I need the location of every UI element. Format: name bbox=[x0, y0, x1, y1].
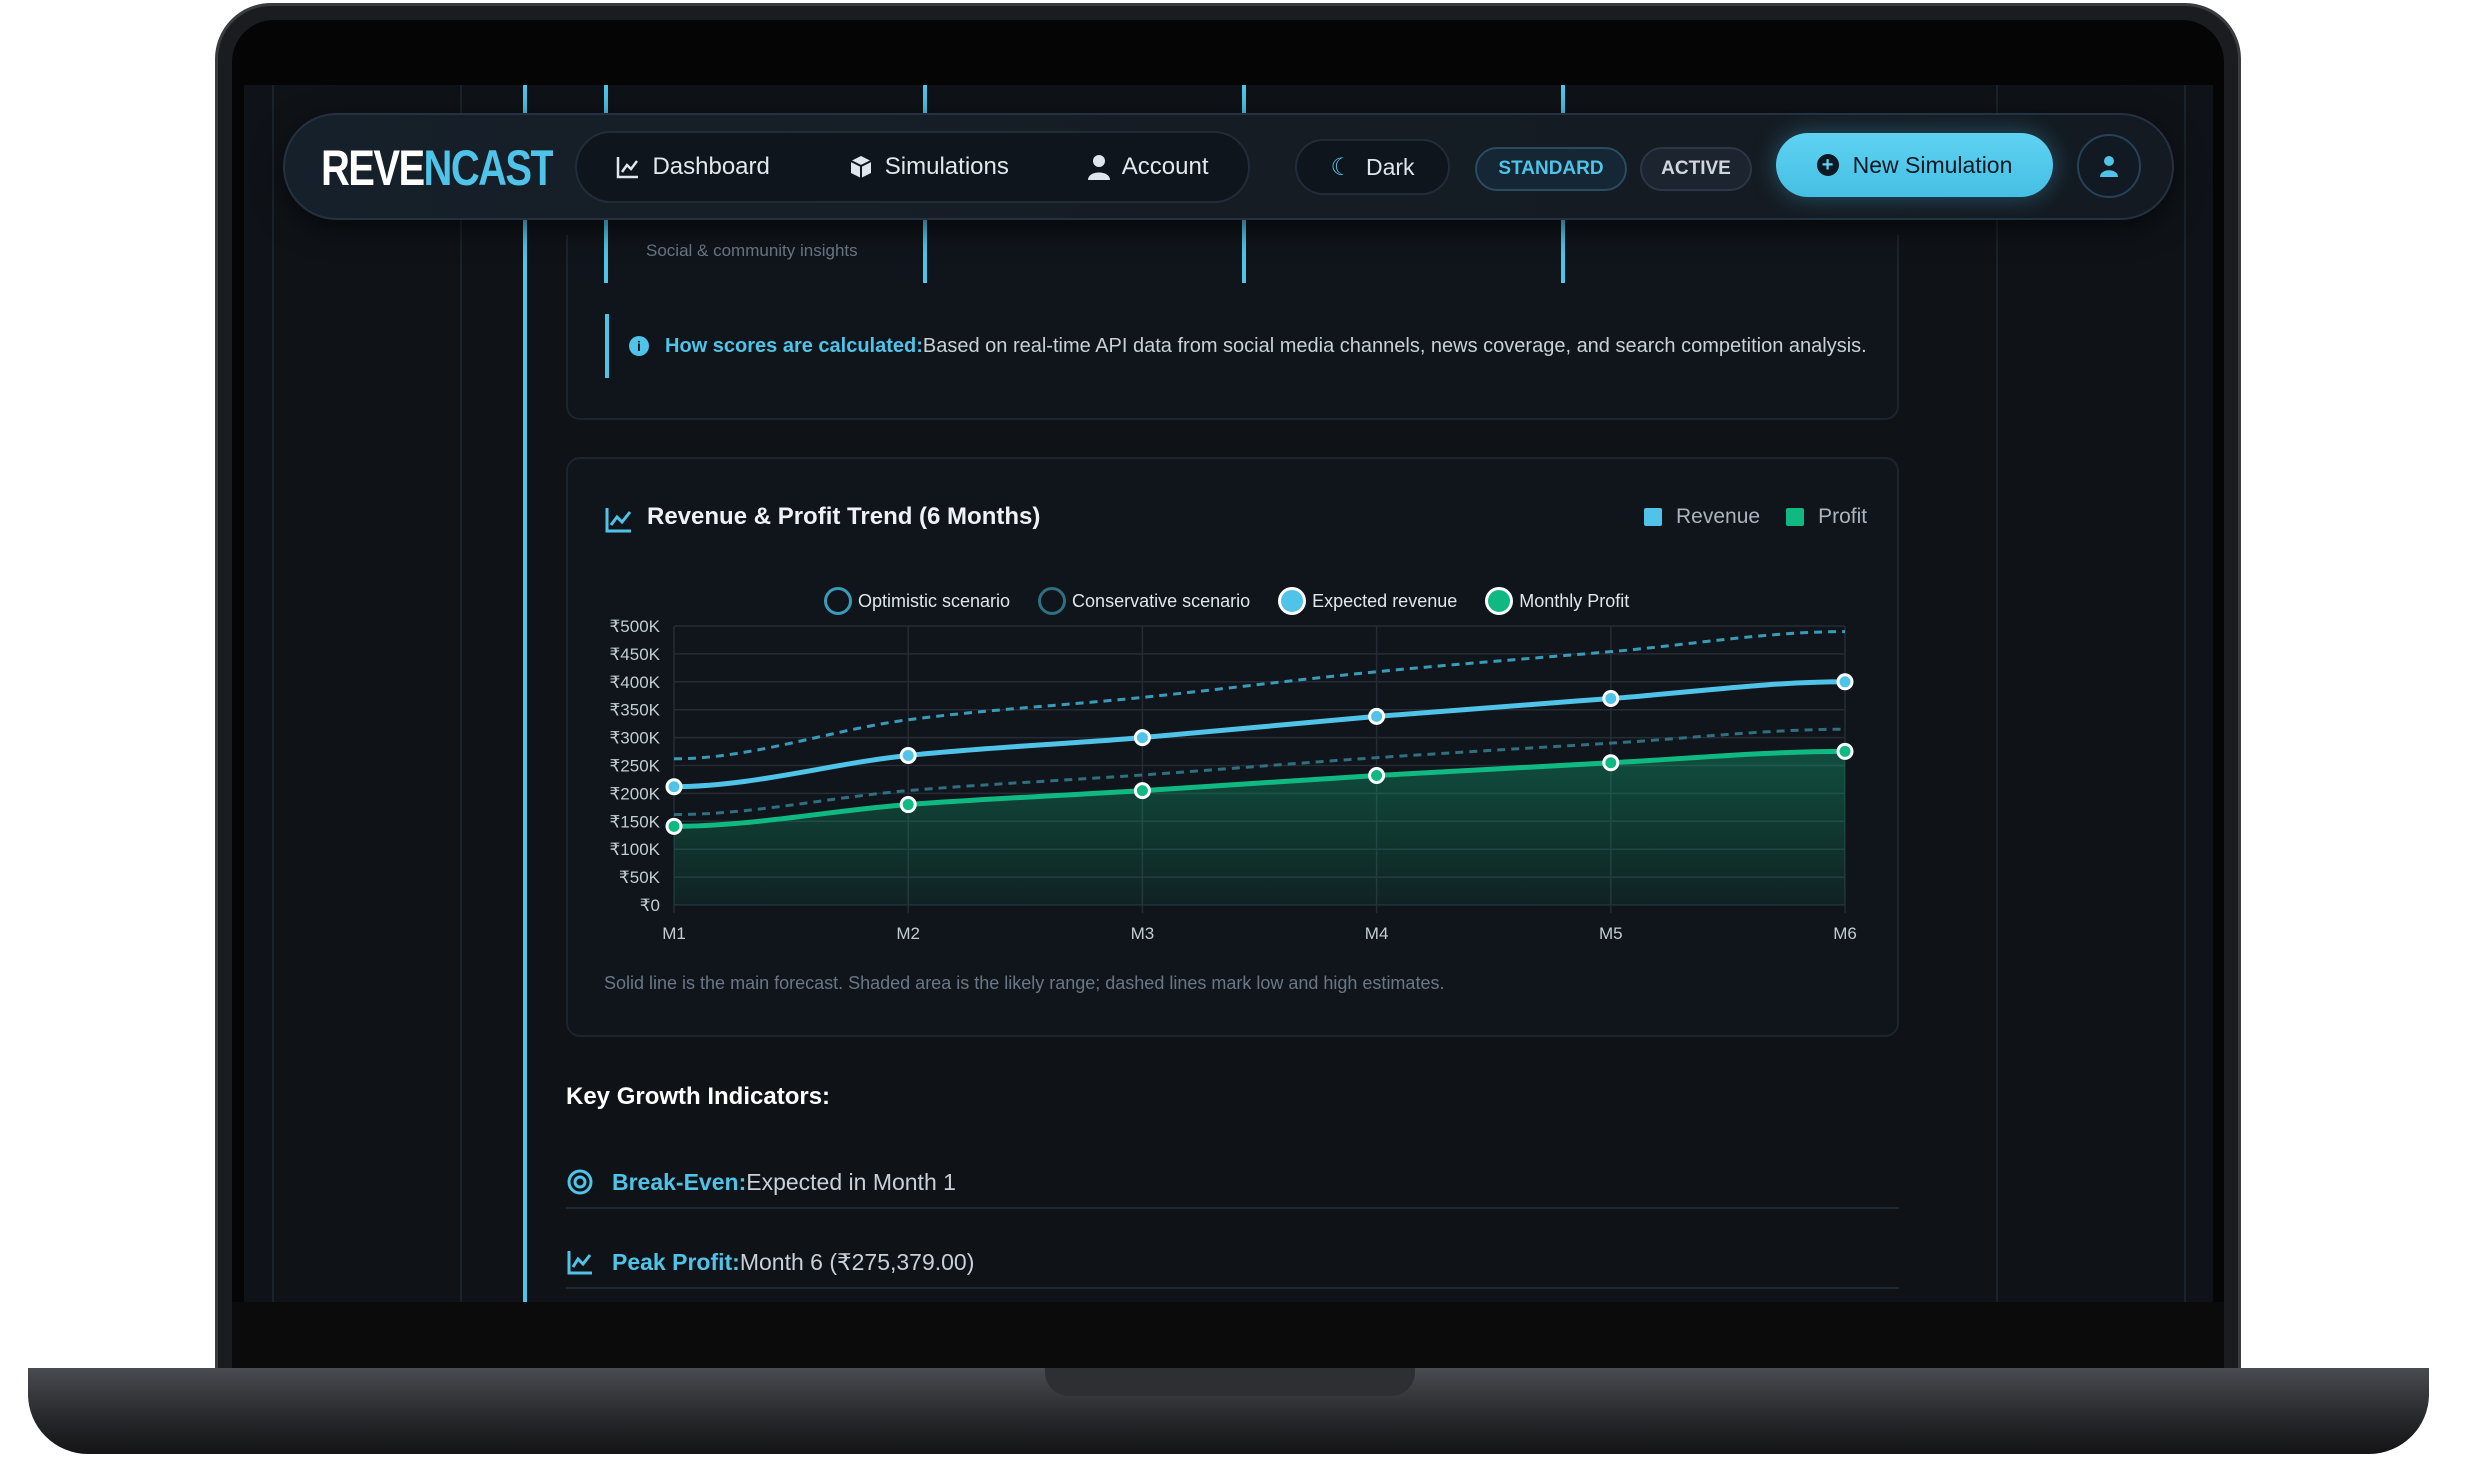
plus-circle-icon: + bbox=[1816, 154, 1839, 176]
info-label: How scores are calculated: bbox=[665, 334, 923, 357]
chart-legend: Optimistic scenario Conservative scenari… bbox=[824, 587, 1629, 615]
status-badge: ACTIVE bbox=[1640, 147, 1752, 191]
content-accent-bar bbox=[523, 85, 527, 1302]
growth-item-break-even: Break-Even: Expected in Month 1 bbox=[566, 1157, 1899, 1209]
data-point bbox=[1602, 754, 1620, 772]
y-tick-label: ₹500K bbox=[609, 617, 660, 636]
chart-line-icon bbox=[605, 508, 632, 533]
legend-conservative[interactable]: Conservative scenario bbox=[1038, 587, 1250, 615]
legend-profit: Profit bbox=[1786, 505, 1867, 529]
legend-revenue: Revenue bbox=[1644, 505, 1760, 529]
y-tick-label: ₹250K bbox=[609, 757, 660, 776]
x-tick-label: M4 bbox=[1365, 924, 1389, 943]
profit-area bbox=[674, 751, 1845, 905]
x-tick-label: M5 bbox=[1599, 924, 1623, 943]
growth-label: Peak Profit: bbox=[612, 1248, 740, 1275]
data-point bbox=[1368, 707, 1386, 725]
plan-badge: STANDARD bbox=[1475, 147, 1627, 191]
growth-value: Month 6 (₹275,379.00) bbox=[739, 1248, 975, 1275]
laptop-notch bbox=[1045, 1368, 1415, 1396]
trend-title: Revenue & Profit Trend (6 Months) bbox=[647, 503, 1041, 530]
y-tick-label: ₹200K bbox=[609, 784, 660, 803]
y-tick-label: ₹150K bbox=[609, 812, 660, 831]
data-point bbox=[1836, 673, 1854, 691]
x-tick-label: M3 bbox=[1131, 924, 1155, 943]
moon-icon: ☾ bbox=[1330, 153, 1352, 181]
x-tick-label: M1 bbox=[662, 924, 686, 943]
x-tick-label: M2 bbox=[896, 924, 920, 943]
growth-label: Break-Even: bbox=[612, 1168, 747, 1195]
chart-line-icon bbox=[567, 1251, 592, 1275]
trend-card bbox=[566, 457, 1899, 1037]
laptop-chin bbox=[232, 1302, 2224, 1368]
data-point bbox=[1133, 729, 1151, 747]
legend-expected[interactable]: Expected revenue bbox=[1278, 587, 1457, 615]
trend-chart: ₹0 ₹50K ₹100K ₹150K ₹200K ₹250K ₹300K ₹350K ₹400… bbox=[609, 617, 1857, 943]
top-navbar: REVENCAST Dashboard Simulations Account … bbox=[283, 113, 2174, 220]
series-line-2 bbox=[673, 679, 1846, 790]
data-point bbox=[1368, 767, 1386, 785]
data-point bbox=[665, 817, 683, 835]
target-icon bbox=[567, 1169, 593, 1195]
layout-divider bbox=[272, 85, 274, 1302]
growth-item-peak-profit: Peak Profit: Month 6 (₹275,379.00) bbox=[566, 1237, 1899, 1289]
y-tick-label: ₹350K bbox=[609, 701, 660, 720]
score-card-subtitle: Social & community insights bbox=[646, 241, 858, 260]
nav-dashboard[interactable]: Dashboard bbox=[616, 153, 770, 181]
logo[interactable]: REVENCAST bbox=[321, 140, 555, 196]
user-icon bbox=[2100, 156, 2118, 177]
y-tick-label: ₹300K bbox=[609, 729, 660, 748]
legend-optimistic[interactable]: Optimistic scenario bbox=[824, 587, 1010, 615]
data-point bbox=[1602, 690, 1620, 708]
layout-divider bbox=[460, 85, 462, 1302]
layout-divider bbox=[1996, 85, 1998, 1302]
app-screen: Social & community insights i How scores… bbox=[244, 85, 2213, 1302]
y-tick-label: ₹400K bbox=[609, 673, 660, 692]
data-point bbox=[1836, 742, 1854, 760]
theme-toggle[interactable]: ☾ Dark bbox=[1295, 139, 1450, 195]
nav-group: Dashboard Simulations Account bbox=[575, 131, 1250, 203]
series-line-3 bbox=[673, 748, 1846, 829]
data-point bbox=[899, 746, 917, 764]
y-tick-label: ₹100K bbox=[609, 840, 660, 859]
y-tick-label: ₹50K bbox=[619, 868, 661, 887]
nav-simulations[interactable]: Simulations bbox=[849, 153, 1009, 181]
user-icon bbox=[1087, 155, 1110, 180]
series-line-0 bbox=[673, 630, 1846, 761]
info-icon: i bbox=[629, 336, 649, 356]
data-point bbox=[665, 778, 683, 796]
chart-line-icon bbox=[617, 157, 639, 179]
avatar-button[interactable] bbox=[2077, 134, 2141, 198]
new-simulation-button[interactable]: + New Simulation bbox=[1776, 133, 2053, 197]
cube-icon bbox=[850, 156, 872, 178]
info-box: i How scores are calculated: Based on re… bbox=[605, 314, 1897, 378]
info-text: Based on real-time API data from social … bbox=[922, 334, 1867, 357]
data-point bbox=[899, 796, 917, 814]
trend-legend: Revenue Profit bbox=[1644, 505, 1867, 529]
y-tick-label: ₹0 bbox=[640, 896, 660, 915]
nav-account[interactable]: Account bbox=[1087, 153, 1209, 181]
growth-value: Expected in Month 1 bbox=[746, 1168, 956, 1195]
x-tick-label: M6 bbox=[1833, 924, 1857, 943]
scores-card bbox=[566, 235, 1899, 420]
legend-profit-series[interactable]: Monthly Profit bbox=[1485, 587, 1629, 615]
layout-divider bbox=[2184, 85, 2186, 1302]
series-line-1 bbox=[673, 727, 1846, 817]
chart-caption: Solid line is the main forecast. Shaded … bbox=[604, 973, 1445, 993]
y-tick-label: ₹450K bbox=[609, 645, 660, 664]
data-point bbox=[1133, 782, 1151, 800]
growth-heading: Key Growth Indicators: bbox=[566, 1083, 831, 1110]
